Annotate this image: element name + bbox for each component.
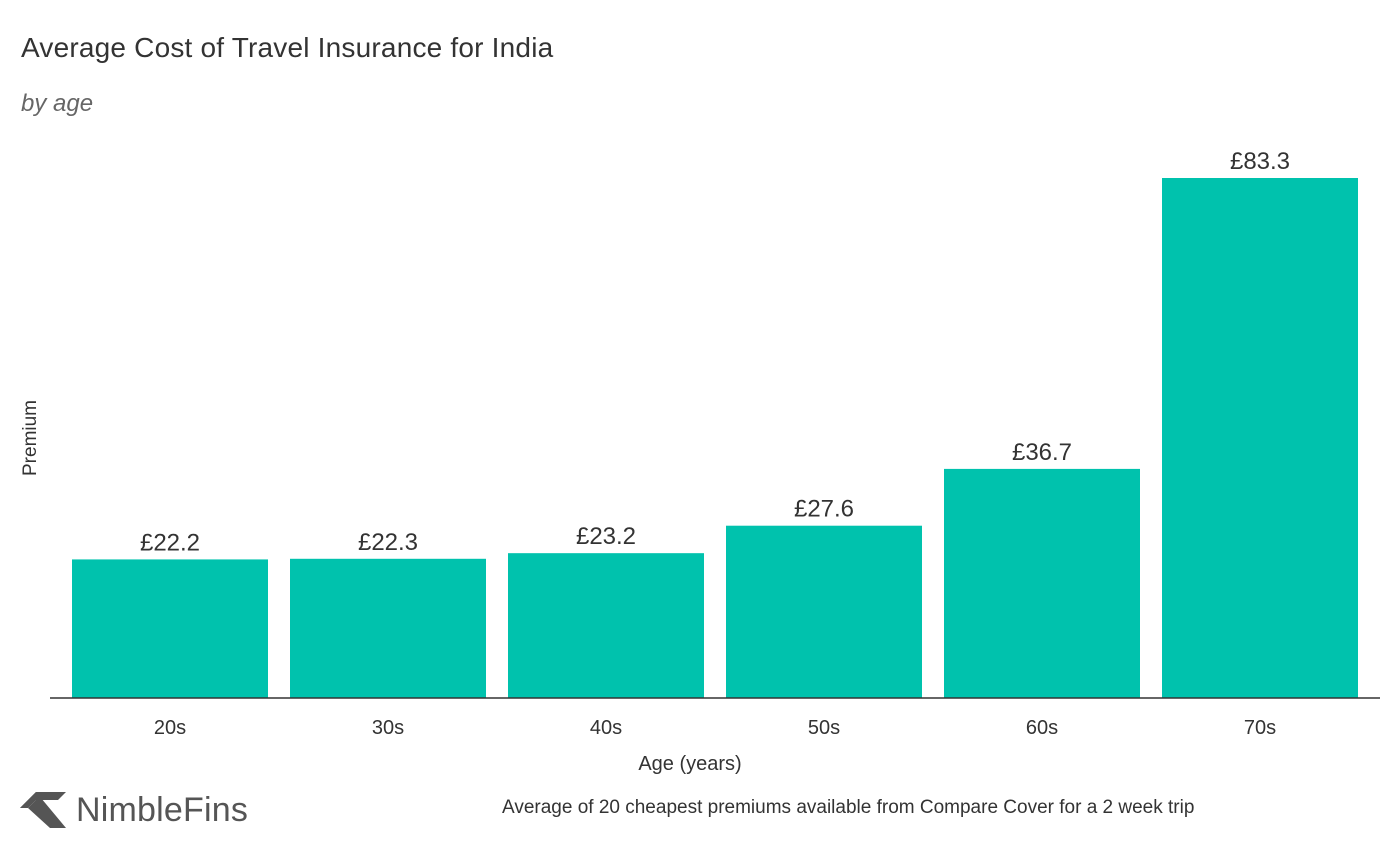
bar-70s [1162,178,1358,698]
value-label-50s: £27.6 [794,496,854,523]
bars-layer [72,178,1358,698]
x-tick-labels: 20s 30s 40s 50s 60s 70s [154,717,1276,739]
value-label-60s: £36.7 [1012,439,1072,466]
value-label-30s: £22.3 [358,529,418,556]
source-footnote: Average of 20 cheapest premiums availabl… [502,797,1195,818]
x-tick-label-70s: 70s [1244,717,1276,739]
chart-title: Average Cost of Travel Insurance for Ind… [21,32,554,63]
brand-logo: NimbleFins [20,788,248,832]
x-tick-label-20s: 20s [154,717,186,739]
bar-40s [508,553,704,698]
nimblefins-chevron-icon [20,788,66,833]
y-axis-label: Premium [20,400,41,476]
value-labels-layer: £22.2 £22.3 £23.2 £27.6 £36.7 £83.3 [140,148,1290,556]
x-axis-label: Age (years) [638,753,741,775]
value-label-20s: £22.2 [140,529,200,556]
chart-subtitle: by age [21,90,94,117]
value-label-70s: £83.3 [1230,148,1290,175]
bar-30s [290,558,486,698]
bar-50s [726,525,922,698]
value-label-40s: £23.2 [576,523,636,550]
x-tick-label-30s: 30s [372,717,404,739]
x-tick-label-40s: 40s [590,717,622,739]
bar-20s [72,559,268,698]
brand-name: NimbleFins [76,790,249,829]
bar-60s [944,468,1140,698]
x-tick-label-50s: 50s [808,717,840,739]
x-tick-label-60s: 60s [1026,717,1058,739]
